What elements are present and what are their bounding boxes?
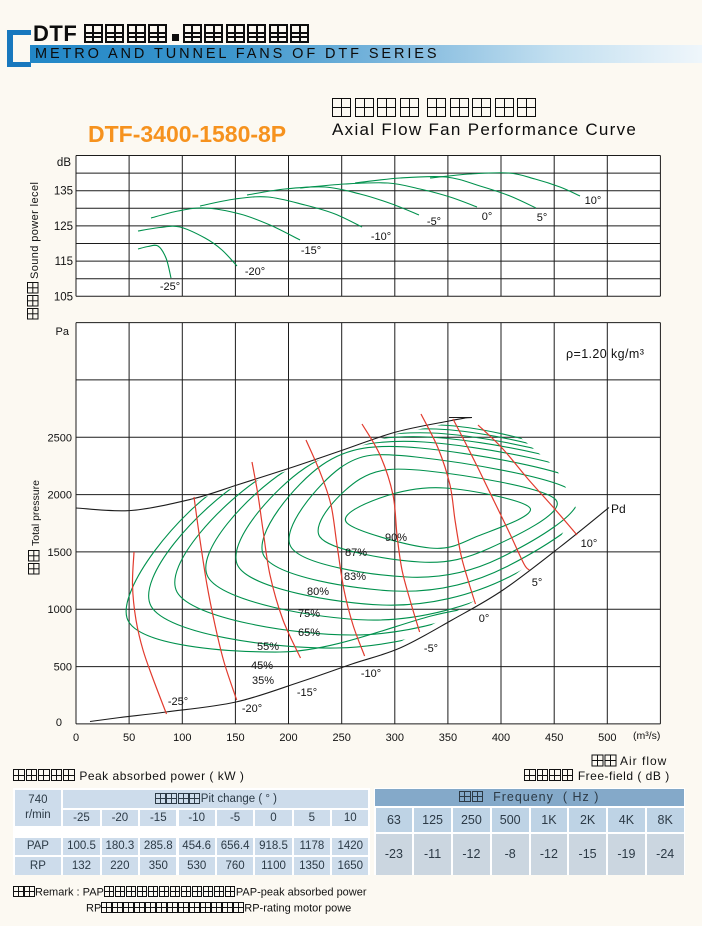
svg-text:1500: 1500 (48, 547, 72, 559)
svg-text:2500: 2500 (48, 432, 72, 444)
svg-text:Sound power lecel: Sound power lecel (29, 182, 41, 279)
svg-text:1000: 1000 (48, 604, 72, 616)
svg-text:50: 50 (123, 732, 135, 744)
svg-text:Pa: Pa (56, 326, 70, 338)
svg-text:Air flow: Air flow (620, 754, 667, 768)
svg-text:Pd: Pd (611, 502, 626, 516)
svg-text:300: 300 (386, 732, 404, 744)
svg-text:87%: 87% (345, 547, 367, 559)
svg-text:105: 105 (54, 291, 73, 303)
svg-text:500: 500 (598, 732, 616, 744)
svg-text:0: 0 (73, 732, 79, 744)
svg-text:5°: 5° (537, 212, 548, 224)
svg-text:125: 125 (54, 221, 73, 233)
svg-text:ρ=1.20 kg/m³: ρ=1.20 kg/m³ (566, 347, 644, 361)
svg-text:35%: 35% (252, 675, 274, 687)
svg-text:10°: 10° (585, 195, 602, 207)
svg-text:dB: dB (57, 157, 71, 169)
svg-text:80%: 80% (307, 586, 329, 598)
svg-text:115: 115 (55, 256, 73, 268)
svg-text:-5°: -5° (427, 216, 441, 228)
svg-text:75%: 75% (298, 608, 320, 620)
svg-text:250: 250 (333, 732, 351, 744)
svg-text:-20°: -20° (245, 266, 265, 278)
svg-text:500: 500 (54, 662, 72, 674)
svg-text:10°: 10° (581, 538, 598, 550)
svg-text:100: 100 (173, 732, 191, 744)
svg-text:450: 450 (545, 732, 563, 744)
svg-text:350: 350 (439, 732, 457, 744)
svg-text:0°: 0° (482, 211, 493, 223)
svg-text:90%: 90% (385, 532, 407, 544)
svg-text:83%: 83% (344, 571, 366, 583)
svg-text:(m³/s): (m³/s) (633, 730, 660, 742)
svg-text:-25°: -25° (160, 281, 180, 293)
svg-text:150: 150 (226, 732, 244, 744)
svg-text:0: 0 (56, 717, 62, 729)
svg-text:200: 200 (279, 732, 297, 744)
svg-text:55%: 55% (257, 641, 279, 653)
svg-text:-20°: -20° (242, 703, 262, 715)
svg-text:135: 135 (54, 186, 73, 198)
svg-text:-10°: -10° (371, 231, 391, 243)
svg-text:-25°: -25° (168, 696, 188, 708)
svg-text:Total pressure: Total pressure (30, 480, 42, 546)
svg-text:5°: 5° (532, 577, 543, 589)
svg-text:400: 400 (492, 732, 510, 744)
svg-text:-5°: -5° (424, 643, 438, 655)
svg-text:-15°: -15° (297, 687, 317, 699)
svg-text:65%: 65% (298, 627, 320, 639)
svg-text:2000: 2000 (48, 490, 72, 502)
svg-text:45%: 45% (251, 660, 273, 672)
svg-text:0°: 0° (479, 613, 490, 625)
svg-text:-10°: -10° (361, 668, 381, 680)
svg-text:-15°: -15° (301, 245, 321, 257)
